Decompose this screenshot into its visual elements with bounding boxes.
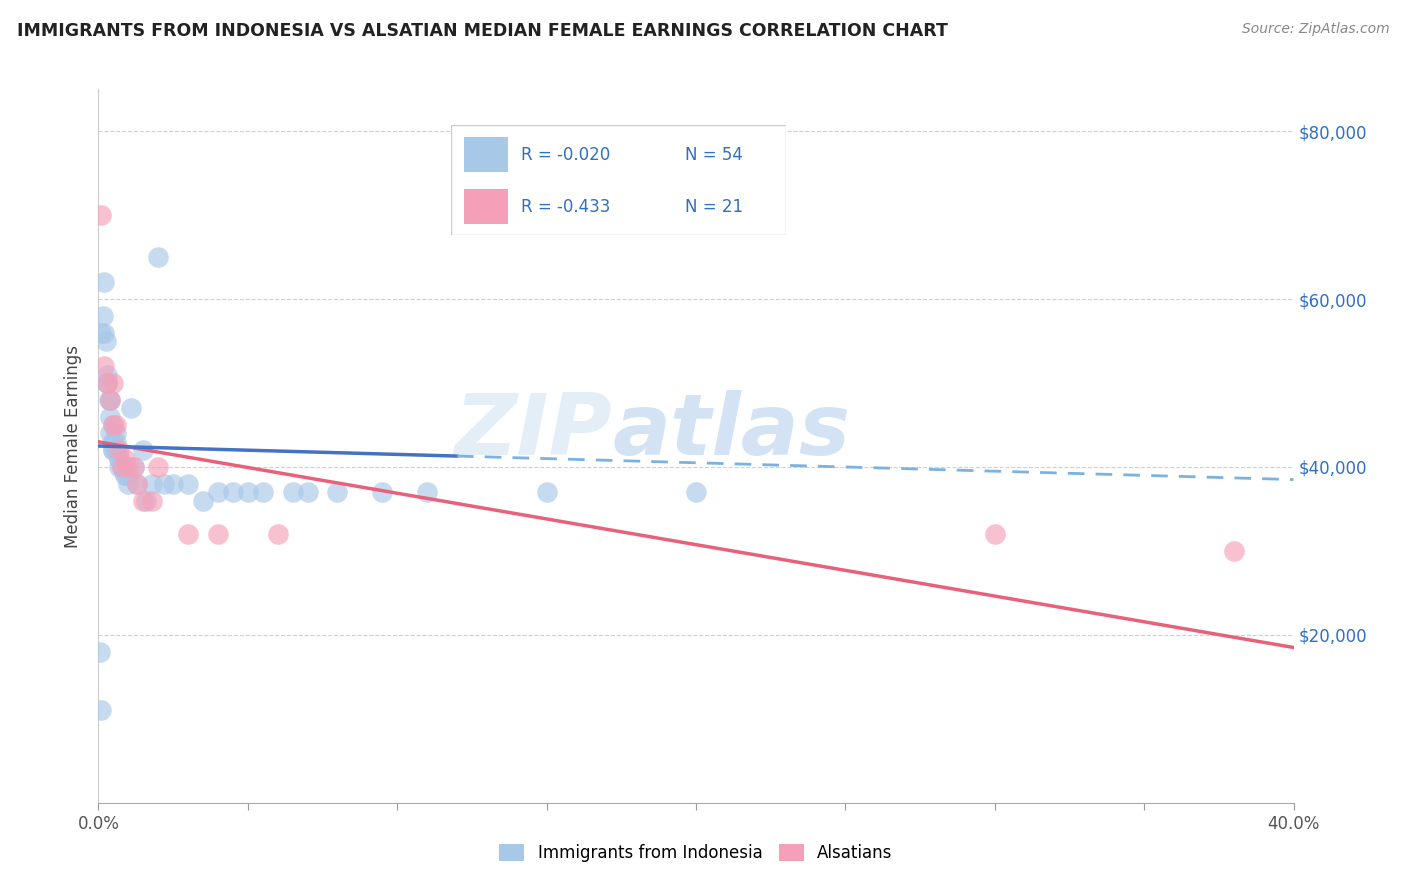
Y-axis label: Median Female Earnings: Median Female Earnings: [65, 344, 83, 548]
Point: [141, 476, 163, 491]
Point: [114, 468, 136, 483]
Point: [177, 476, 200, 491]
Point: [103, 417, 125, 432]
Point: [103, 434, 125, 449]
Point: [93, 275, 115, 289]
Point: [135, 493, 157, 508]
Point: [96, 376, 118, 390]
Point: [281, 485, 304, 500]
Point: [105, 434, 128, 449]
Point: [103, 434, 125, 449]
Point: [90, 208, 112, 222]
Text: Source: ZipAtlas.com: Source: ZipAtlas.com: [1241, 22, 1389, 37]
Point: [141, 493, 163, 508]
Point: [111, 460, 134, 475]
Point: [98, 426, 122, 441]
Point: [120, 401, 142, 416]
Point: [162, 476, 184, 491]
Point: [114, 468, 136, 483]
Legend: Immigrants from Indonesia, Alsatians: Immigrants from Indonesia, Alsatians: [499, 844, 893, 863]
Point: [111, 460, 134, 475]
Point: [94, 334, 117, 348]
Point: [148, 460, 170, 475]
Point: [117, 476, 139, 491]
Point: [685, 485, 707, 500]
Point: [177, 527, 200, 541]
Point: [108, 443, 131, 458]
Text: IMMIGRANTS FROM INDONESIA VS ALSATIAN MEDIAN FEMALE EARNINGS CORRELATION CHART: IMMIGRANTS FROM INDONESIA VS ALSATIAN ME…: [17, 22, 948, 40]
Point: [252, 485, 274, 500]
Point: [108, 451, 131, 466]
Point: [132, 443, 155, 458]
Point: [103, 443, 125, 458]
Point: [207, 485, 229, 500]
Point: [98, 392, 122, 407]
Point: [91, 309, 114, 323]
Point: [96, 376, 118, 390]
Point: [148, 250, 170, 264]
Text: atlas: atlas: [613, 390, 851, 474]
Point: [124, 460, 146, 475]
Point: [124, 460, 146, 475]
Point: [326, 485, 349, 500]
Point: [90, 703, 112, 717]
Point: [236, 485, 259, 500]
Point: [984, 527, 1007, 541]
Point: [536, 485, 558, 500]
Point: [90, 326, 112, 340]
Point: [105, 426, 128, 441]
Point: [97, 392, 120, 407]
Point: [114, 451, 136, 466]
Point: [111, 460, 134, 475]
Point: [267, 527, 290, 541]
Point: [132, 493, 155, 508]
Point: [117, 468, 139, 483]
Point: [105, 417, 128, 432]
Point: [108, 451, 131, 466]
Point: [98, 392, 122, 407]
Point: [98, 409, 122, 424]
Text: ZIP: ZIP: [454, 390, 613, 474]
Point: [117, 460, 139, 475]
Point: [416, 485, 439, 500]
Point: [108, 460, 131, 475]
Point: [93, 359, 115, 374]
Point: [127, 476, 149, 491]
Point: [96, 376, 118, 390]
Point: [103, 376, 125, 390]
Point: [127, 476, 149, 491]
Point: [371, 485, 394, 500]
Point: [105, 443, 128, 458]
Point: [297, 485, 319, 500]
Point: [153, 476, 176, 491]
Point: [89, 645, 111, 659]
Point: [105, 443, 128, 458]
Point: [103, 443, 125, 458]
Point: [1223, 544, 1246, 558]
Point: [222, 485, 245, 500]
Point: [103, 417, 125, 432]
Point: [93, 326, 115, 340]
Point: [96, 368, 118, 382]
Point: [191, 493, 214, 508]
Point: [207, 527, 229, 541]
